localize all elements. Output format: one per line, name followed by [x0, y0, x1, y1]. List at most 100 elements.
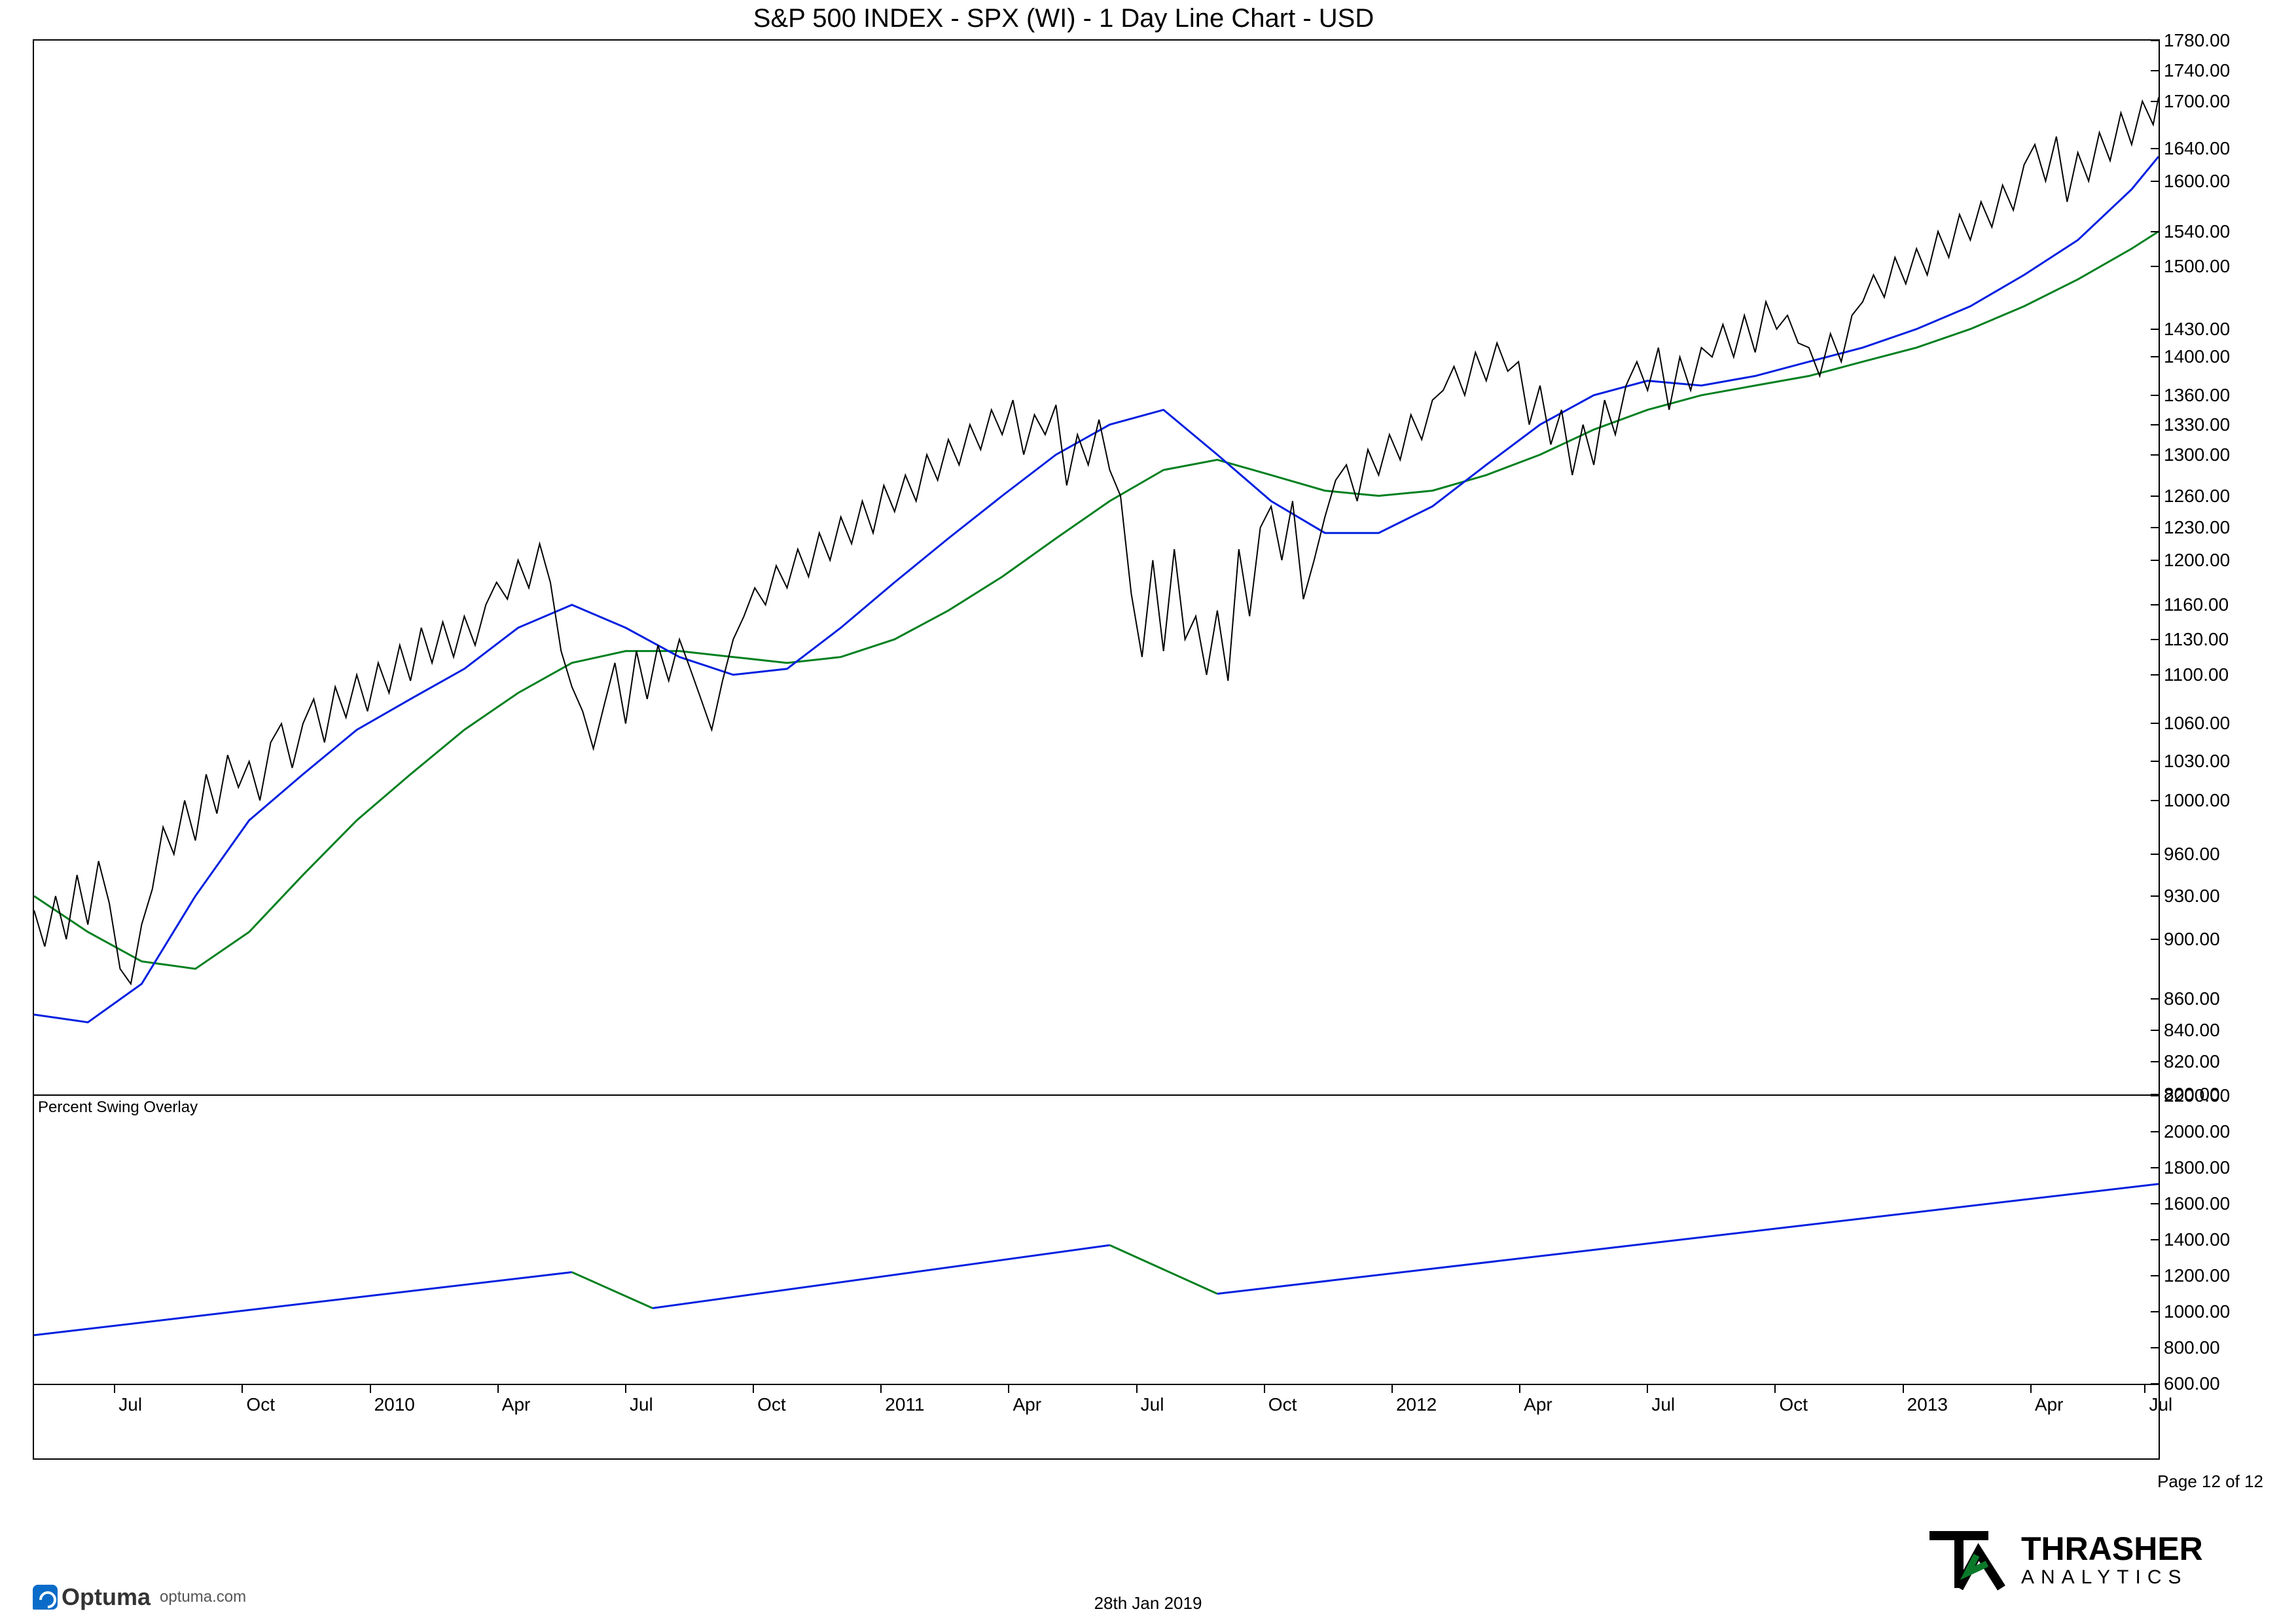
ytick: [2151, 1167, 2159, 1168]
ytick: [2151, 527, 2159, 528]
swing-seg: [1217, 1184, 2159, 1294]
upper-panel: [34, 41, 2159, 1094]
ylabel: 1030.00: [2164, 751, 2230, 772]
ytick: [2151, 1239, 2159, 1240]
ylabel: 1740.00: [2164, 60, 2230, 81]
xlabel: Oct: [246, 1394, 275, 1415]
ylabel: 1780.00: [2164, 30, 2230, 51]
ytick: [2151, 40, 2159, 41]
optuma-logo: Optuma: [33, 1583, 151, 1611]
ytick: [2151, 329, 2159, 330]
xlabel: Jul: [630, 1394, 653, 1415]
ma-fast-line: [34, 156, 2159, 1022]
xlabel: Apr: [1524, 1394, 1552, 1415]
ylabel: 1200.00: [2164, 1265, 2230, 1286]
xtick: [2144, 1385, 2145, 1393]
xlabel: Jul: [1651, 1394, 1675, 1415]
xtick: [880, 1385, 882, 1393]
ylabel: 900.00: [2164, 929, 2220, 950]
ylabel: 1700.00: [2164, 91, 2230, 112]
ylabel: 1000.00: [2164, 790, 2230, 811]
ylabel: 1260.00: [2164, 486, 2230, 507]
xtick: [370, 1385, 371, 1393]
xtick: [114, 1385, 115, 1393]
xlabel: Jul: [118, 1394, 142, 1415]
thrasher-main: THRASHER: [2021, 1530, 2203, 1567]
ylabel: 1100.00: [2164, 664, 2229, 685]
ylabel: 960.00: [2164, 844, 2220, 865]
ylabel: 1330.00: [2164, 414, 2230, 435]
ylabel: 1540.00: [2164, 221, 2230, 242]
xtick: [1519, 1385, 1520, 1393]
ytick: [2151, 496, 2159, 497]
ytick: [2151, 356, 2159, 357]
y-axis-right: 800.00820.00840.00860.00900.00930.00960.…: [2159, 41, 2276, 1458]
ylabel: 930.00: [2164, 886, 2220, 907]
ylabel: 1400.00: [2164, 346, 2230, 367]
ytick: [2151, 639, 2159, 640]
ytick: [2151, 1095, 2159, 1096]
optuma-url: optuma.com: [160, 1588, 246, 1606]
ylabel: 1600.00: [2164, 171, 2230, 192]
xlabel: Oct: [1779, 1394, 1808, 1415]
ytick: [2151, 231, 2159, 232]
lower-panel: Percent Swing Overlay: [34, 1096, 2159, 1384]
ylabel: 820.00: [2164, 1051, 2220, 1072]
ylabel: 1060.00: [2164, 713, 2230, 734]
ylabel: 2200.00: [2164, 1085, 2230, 1106]
ylabel: 800.00: [2164, 1337, 2220, 1358]
thrasher-sub: ANALYTICS: [2021, 1566, 2188, 1588]
lower-panel-title: Percent Swing Overlay: [38, 1098, 198, 1117]
xtick: [1264, 1385, 1265, 1393]
xlabel: Jul: [1141, 1394, 1164, 1415]
xlabel: 2010: [374, 1394, 415, 1415]
ylabel: 1300.00: [2164, 444, 2230, 465]
ytick: [2151, 101, 2159, 102]
swing-seg: [653, 1245, 1110, 1308]
ytick: [2151, 454, 2159, 456]
ytick: [2151, 1131, 2159, 1132]
ylabel: 1600.00: [2164, 1193, 2230, 1214]
ytick: [2151, 1311, 2159, 1312]
ytick: [2151, 1030, 2159, 1031]
ytick: [2151, 674, 2159, 676]
xtick: [1391, 1385, 1393, 1393]
ytick: [2151, 1203, 2159, 1204]
ytick: [2151, 181, 2159, 182]
xtick: [1647, 1385, 1648, 1393]
ytick: [2151, 800, 2159, 801]
ytick: [2151, 395, 2159, 396]
ytick: [2151, 148, 2159, 149]
xlabel: Apr: [1013, 1394, 1041, 1415]
ytick: [2151, 1347, 2159, 1348]
optuma-logo-block: Optuma optuma.com: [33, 1583, 246, 1611]
ytick: [2151, 939, 2159, 940]
ylabel: 1430.00: [2164, 319, 2230, 340]
thrasher-icon: THRASHER ANALYTICS: [1923, 1519, 2263, 1598]
ylabel: 840.00: [2164, 1020, 2220, 1041]
price-line: [34, 98, 2159, 984]
ma-slow-line: [34, 232, 2159, 969]
xtick: [497, 1385, 499, 1393]
ylabel: 1130.00: [2164, 629, 2229, 650]
ylabel: 1400.00: [2164, 1229, 2230, 1250]
ytick: [2151, 761, 2159, 762]
ylabel: 1800.00: [2164, 1157, 2230, 1178]
ytick: [2151, 266, 2159, 267]
xtick: [1136, 1385, 1138, 1393]
ylabel: 1640.00: [2164, 138, 2230, 159]
xtick: [1008, 1385, 1009, 1393]
chart-title: S&P 500 INDEX - SPX (WI) - 1 Day Line Ch…: [0, 4, 2127, 33]
xtick: [1903, 1385, 1904, 1393]
ylabel: 2000.00: [2164, 1121, 2230, 1142]
xlabel: Oct: [757, 1394, 786, 1415]
swing-seg: [1110, 1245, 1217, 1293]
optuma-name: Optuma: [62, 1583, 151, 1611]
ytick: [2151, 854, 2159, 855]
x-axis: JulOct2010AprJulOct2011AprJulOct2012AprJ…: [34, 1385, 2159, 1461]
xlabel: 2011: [885, 1394, 924, 1415]
xtick: [1774, 1385, 1776, 1393]
xtick: [753, 1385, 754, 1393]
ytick: [2151, 424, 2159, 425]
ytick: [2151, 560, 2159, 561]
